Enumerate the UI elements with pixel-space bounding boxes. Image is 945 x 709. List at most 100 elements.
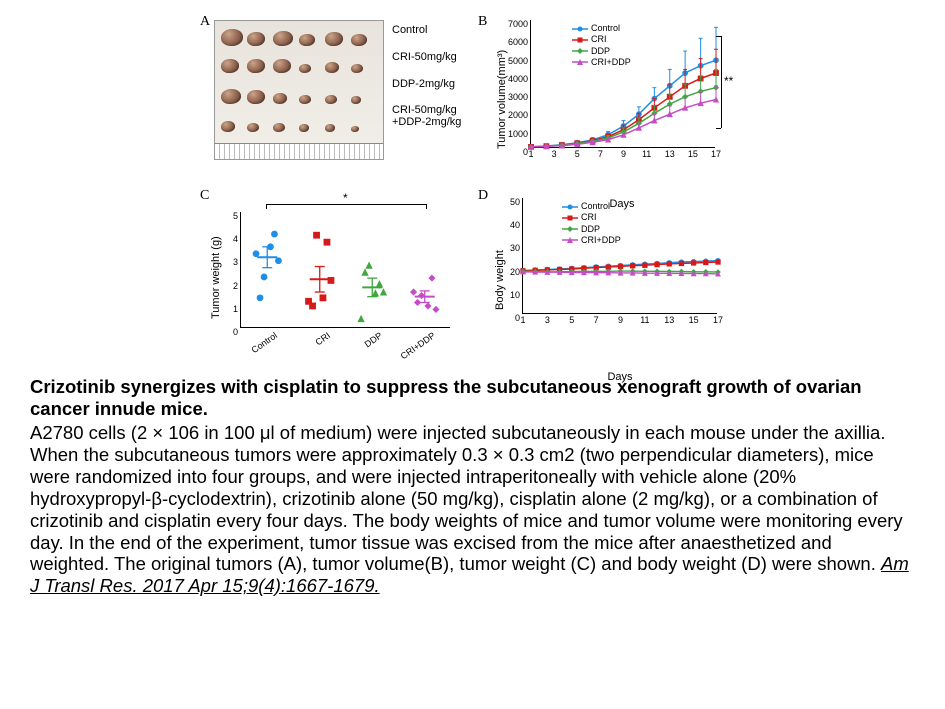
x-tick: 5 xyxy=(575,147,580,159)
x-tick: 9 xyxy=(618,313,623,325)
panel-b-label: B xyxy=(478,14,487,30)
sig-bracket xyxy=(721,36,722,128)
sig-bracket xyxy=(716,128,721,129)
sig-bracket xyxy=(426,204,427,209)
x-tick: 9 xyxy=(621,147,626,159)
y-tick: 3 xyxy=(233,257,241,267)
tumor-row xyxy=(221,29,379,53)
y-tick: 5000 xyxy=(508,56,531,66)
tumor-sample xyxy=(299,124,309,132)
panel-d-y-title: Body weight xyxy=(494,250,506,310)
legend-item: CRI xyxy=(562,212,621,223)
tumor-sample xyxy=(247,59,265,73)
legend-label: Control xyxy=(591,23,620,34)
sig-bracket xyxy=(716,36,721,37)
x-tick: 13 xyxy=(664,313,674,325)
x-tick: 17 xyxy=(713,313,723,325)
panel-b-y-title: Tumor volume(mm³) xyxy=(496,50,508,149)
x-tick: 1 xyxy=(528,147,533,159)
legend-item: CRI+DDP xyxy=(562,235,621,246)
figure-area: A Control CRI-50mg/kg DDP-2mg/kg CRI-50m… xyxy=(200,14,740,359)
y-tick: 3000 xyxy=(508,92,531,102)
x-tick: 3 xyxy=(552,147,557,159)
legend-label: CRI+DDP xyxy=(591,57,631,68)
tumor-row xyxy=(221,89,379,113)
tumor-sample xyxy=(247,32,265,46)
y-tick: 30 xyxy=(510,243,523,253)
tumor-sample xyxy=(273,123,285,132)
y-tick: 20 xyxy=(510,267,523,277)
tumor-sample xyxy=(325,32,343,46)
panel-d-chart: Body weight 010203040501357911131517 Day… xyxy=(490,192,735,357)
x-tick: 11 xyxy=(640,313,649,325)
panel-c-y-title: Tumor weight (g) xyxy=(210,236,222,319)
x-tick: Control xyxy=(247,327,279,355)
x-tick: 15 xyxy=(688,147,698,159)
tumor-sample xyxy=(247,90,265,104)
panel-b-chart: Tumor volume(mm³) 0100020003000400050006… xyxy=(490,14,735,184)
y-tick: 40 xyxy=(510,220,523,230)
panel-a-label: A xyxy=(200,14,210,30)
x-tick: 11 xyxy=(642,147,651,159)
group-label: CRI-50mg/kg xyxy=(392,51,461,64)
group-label: DDP-2mg/kg xyxy=(392,78,461,91)
y-tick: 1 xyxy=(233,304,241,314)
tumor-sample xyxy=(221,29,243,46)
legend-label: CRI xyxy=(591,34,607,45)
caption-text: A2780 cells (2 × 106 in 100 μl of medium… xyxy=(30,422,903,574)
y-tick: 10 xyxy=(510,290,523,300)
tumor-sample xyxy=(351,96,361,104)
tumor-sample xyxy=(273,59,291,73)
legend-item: DDP xyxy=(562,224,621,235)
legend-item: Control xyxy=(562,201,621,212)
panel-b-legend: Control CRI DDP CRI+DDP xyxy=(572,23,631,68)
panel-a-group-labels: Control CRI-50mg/kg DDP-2mg/kg CRI-50mg/… xyxy=(392,24,461,142)
figure-caption: Crizotinib synergizes with cisplatin to … xyxy=(30,376,915,597)
tumor-sample xyxy=(325,95,337,104)
y-tick: 4 xyxy=(233,234,241,244)
x-tick: 1 xyxy=(520,313,525,325)
y-tick: 7000 xyxy=(508,19,531,29)
y-tick: 6000 xyxy=(508,37,531,47)
tumor-sample xyxy=(221,89,241,104)
y-tick: 0 xyxy=(233,327,241,337)
panel-c-significance: * xyxy=(343,191,348,205)
legend-label: DDP xyxy=(581,224,600,235)
y-tick: 2 xyxy=(233,281,241,291)
group-label: Control xyxy=(392,24,461,37)
legend-label: DDP xyxy=(591,46,610,57)
tumor-sample xyxy=(351,126,359,132)
legend-label: CRI xyxy=(581,212,597,223)
panel-c-plot-area: 012345ControlCRIDDPCRI+DDP xyxy=(240,212,450,328)
caption-body: A2780 cells (2 × 106 in 100 μl of medium… xyxy=(30,422,915,597)
legend-item: Control xyxy=(572,23,631,34)
tumor-sample xyxy=(325,62,339,73)
tumor-sample xyxy=(299,34,315,46)
x-tick: 7 xyxy=(598,147,603,159)
legend-item: CRI xyxy=(572,34,631,45)
y-tick: 4000 xyxy=(508,74,531,84)
legend-label: CRI+DDP xyxy=(581,235,621,246)
panel-d-label: D xyxy=(478,188,488,204)
x-tick: CRI+DDP xyxy=(396,327,437,361)
panel-d-legend: Control CRI DDP CRI+DDP xyxy=(562,201,621,246)
panel-b-significance: ** xyxy=(724,74,733,88)
tumor-row xyxy=(221,119,379,143)
tumor-sample xyxy=(299,64,311,73)
tumor-sample xyxy=(247,123,259,132)
legend-item: CRI+DDP xyxy=(572,57,631,68)
ruler-graphic xyxy=(215,143,383,159)
tumor-row xyxy=(221,59,379,83)
tumor-sample xyxy=(325,124,335,132)
panel-c-chart: Tumor weight (g) 012345ControlCRIDDPCRI+… xyxy=(200,192,470,367)
sig-bracket xyxy=(266,204,267,209)
panel-a-tumor-photo xyxy=(214,20,384,160)
y-tick: 1000 xyxy=(508,129,531,139)
group-label: CRI-50mg/kg+DDP-2mg/kg xyxy=(392,104,461,128)
y-tick: 5 xyxy=(233,211,241,221)
x-tick: 13 xyxy=(665,147,675,159)
y-tick: 2000 xyxy=(508,110,531,120)
legend-item: DDP xyxy=(572,46,631,57)
tumor-sample xyxy=(351,64,363,73)
x-tick: 7 xyxy=(594,313,599,325)
